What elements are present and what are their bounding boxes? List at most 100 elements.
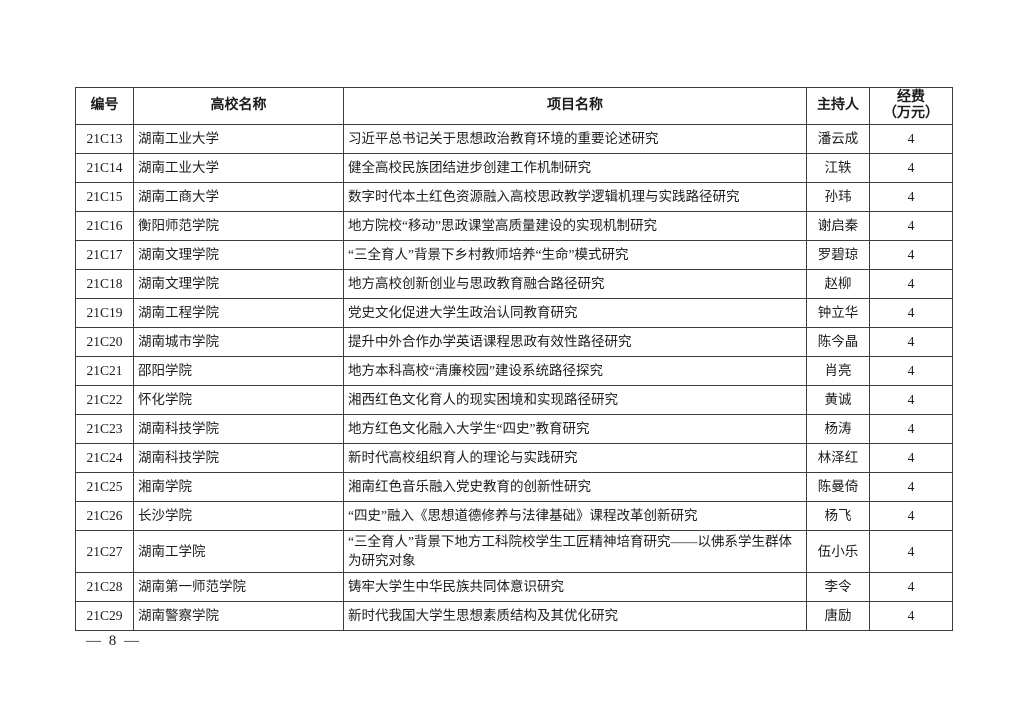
table-row: 21C20 湖南城市学院 提升中外合作办学英语课程思政有效性路径研究 陈今晶 4 <box>75 327 953 358</box>
cell-id: 21C22 <box>75 385 134 416</box>
cell-funding: 4 <box>869 472 953 503</box>
cell-project: “三全育人”背景下地方工科院校学生工匠精神培育研究——以佛系学生群体为研究对象 <box>343 530 807 574</box>
table-row: 21C26 长沙学院 “四史”融入《思想道德修养与法律基础》课程改革创新研究 杨… <box>75 501 953 532</box>
cell-funding: 4 <box>869 385 953 416</box>
cell-id: 21C28 <box>75 572 134 603</box>
cell-id: 21C14 <box>75 153 134 184</box>
table-row: 21C18 湖南文理学院 地方高校创新创业与思政教育融合路径研究 赵柳 4 <box>75 269 953 300</box>
cell-funding: 4 <box>869 327 953 358</box>
cell-project: 地方红色文化融入大学生“四史”教育研究 <box>343 414 807 445</box>
cell-id: 21C24 <box>75 443 134 474</box>
cell-university: 湖南工学院 <box>133 530 344 574</box>
cell-funding: 4 <box>869 124 953 155</box>
cell-project: 地方高校创新创业与思政教育融合路径研究 <box>343 269 807 300</box>
table-row: 21C25 湘南学院 湘南红色音乐融入党史教育的创新性研究 陈曼倚 4 <box>75 472 953 503</box>
cell-project: 铸牢大学生中华民族共同体意识研究 <box>343 572 807 603</box>
table-row: 21C19 湖南工程学院 党史文化促进大学生政治认同教育研究 钟立华 4 <box>75 298 953 329</box>
cell-id: 21C16 <box>75 211 134 242</box>
cell-leader: 肖亮 <box>806 356 870 387</box>
cell-project: 新时代我国大学生思想素质结构及其优化研究 <box>343 601 807 632</box>
table-row: 21C23 湖南科技学院 地方红色文化融入大学生“四史”教育研究 杨涛 4 <box>75 414 953 445</box>
cell-project: 习近平总书记关于思想政治教育环境的重要论述研究 <box>343 124 807 155</box>
cell-university: 邵阳学院 <box>133 356 344 387</box>
cell-project: “三全育人”背景下乡村教师培养“生命”模式研究 <box>343 240 807 271</box>
cell-university: 湖南工商大学 <box>133 182 344 213</box>
table-row: 21C21 邵阳学院 地方本科高校“清廉校园”建设系统路径探究 肖亮 4 <box>75 356 953 387</box>
cell-university: 湖南工程学院 <box>133 298 344 329</box>
table-row: 21C13 湖南工业大学 习近平总书记关于思想政治教育环境的重要论述研究 潘云成… <box>75 124 953 155</box>
cell-university: 湖南第一师范学院 <box>133 572 344 603</box>
cell-funding: 4 <box>869 530 953 574</box>
cell-leader: 唐励 <box>806 601 870 632</box>
cell-funding: 4 <box>869 601 953 632</box>
cell-id: 21C26 <box>75 501 134 532</box>
column-header-funding-line1: 经费 <box>897 90 925 105</box>
column-header-funding-line2: （万元） <box>883 106 939 122</box>
cell-leader: 潘云成 <box>806 124 870 155</box>
cell-leader: 杨涛 <box>806 414 870 445</box>
cell-id: 21C23 <box>75 414 134 445</box>
cell-leader: 罗碧琼 <box>806 240 870 271</box>
cell-university: 湖南工业大学 <box>133 124 344 155</box>
cell-project: 健全高校民族团结进步创建工作机制研究 <box>343 153 807 184</box>
table-row: 21C24 湖南科技学院 新时代高校组织育人的理论与实践研究 林泽红 4 <box>75 443 953 474</box>
cell-project: 湘南红色音乐融入党史教育的创新性研究 <box>343 472 807 503</box>
cell-project: 地方本科高校“清廉校园”建设系统路径探究 <box>343 356 807 387</box>
cell-funding: 4 <box>869 153 953 184</box>
cell-leader: 李令 <box>806 572 870 603</box>
table-row: 21C22 怀化学院 湘西红色文化育人的现实困境和实现路径研究 黄诚 4 <box>75 385 953 416</box>
table-row: 21C27 湖南工学院 “三全育人”背景下地方工科院校学生工匠精神培育研究——以… <box>75 530 953 574</box>
cell-funding: 4 <box>869 501 953 532</box>
cell-project: 数字时代本土红色资源融入高校思政教学逻辑机理与实践路径研究 <box>343 182 807 213</box>
cell-project: “四史”融入《思想道德修养与法律基础》课程改革创新研究 <box>343 501 807 532</box>
table-header: 编号 高校名称 项目名称 主持人 经费 （万元） <box>75 86 953 126</box>
cell-id: 21C20 <box>75 327 134 358</box>
cell-funding: 4 <box>869 240 953 271</box>
cell-funding: 4 <box>869 443 953 474</box>
cell-leader: 陈曼倚 <box>806 472 870 503</box>
cell-id: 21C18 <box>75 269 134 300</box>
cell-funding: 4 <box>869 572 953 603</box>
cell-project: 党史文化促进大学生政治认同教育研究 <box>343 298 807 329</box>
cell-university: 衡阳师范学院 <box>133 211 344 242</box>
cell-id: 21C25 <box>75 472 134 503</box>
column-header-leader: 主持人 <box>806 86 870 126</box>
cell-funding: 4 <box>869 414 953 445</box>
cell-id: 21C21 <box>75 356 134 387</box>
page-number: — 8 — <box>86 633 141 649</box>
cell-leader: 林泽红 <box>806 443 870 474</box>
cell-university: 湖南文理学院 <box>133 240 344 271</box>
table-body: 21C13 湖南工业大学 习近平总书记关于思想政治教育环境的重要论述研究 潘云成… <box>75 124 953 632</box>
cell-university: 湖南城市学院 <box>133 327 344 358</box>
cell-university: 湖南科技学院 <box>133 414 344 445</box>
cell-university: 湖南文理学院 <box>133 269 344 300</box>
cell-university: 湘南学院 <box>133 472 344 503</box>
cell-leader: 谢启秦 <box>806 211 870 242</box>
cell-university: 湖南警察学院 <box>133 601 344 632</box>
cell-project: 提升中外合作办学英语课程思政有效性路径研究 <box>343 327 807 358</box>
cell-funding: 4 <box>869 211 953 242</box>
cell-id: 21C19 <box>75 298 134 329</box>
cell-university: 湖南工业大学 <box>133 153 344 184</box>
table-row: 21C16 衡阳师范学院 地方院校“移动”思政课堂高质量建设的实现机制研究 谢启… <box>75 211 953 242</box>
table-row: 21C15 湖南工商大学 数字时代本土红色资源融入高校思政教学逻辑机理与实践路径… <box>75 182 953 213</box>
column-header-funding: 经费 （万元） <box>869 86 953 126</box>
cell-university: 长沙学院 <box>133 501 344 532</box>
cell-funding: 4 <box>869 356 953 387</box>
cell-funding: 4 <box>869 298 953 329</box>
cell-project: 地方院校“移动”思政课堂高质量建设的实现机制研究 <box>343 211 807 242</box>
cell-leader: 杨飞 <box>806 501 870 532</box>
column-header-id: 编号 <box>75 86 134 126</box>
table-row: 21C17 湖南文理学院 “三全育人”背景下乡村教师培养“生命”模式研究 罗碧琼… <box>75 240 953 271</box>
header-row: 编号 高校名称 项目名称 主持人 经费 （万元） <box>75 86 953 126</box>
cell-leader: 孙玮 <box>806 182 870 213</box>
cell-leader: 陈今晶 <box>806 327 870 358</box>
cell-university: 湖南科技学院 <box>133 443 344 474</box>
cell-funding: 4 <box>869 269 953 300</box>
column-header-project: 项目名称 <box>343 86 807 126</box>
cell-id: 21C27 <box>75 530 134 574</box>
cell-id: 21C15 <box>75 182 134 213</box>
cell-id: 21C13 <box>75 124 134 155</box>
column-header-university: 高校名称 <box>133 86 344 126</box>
